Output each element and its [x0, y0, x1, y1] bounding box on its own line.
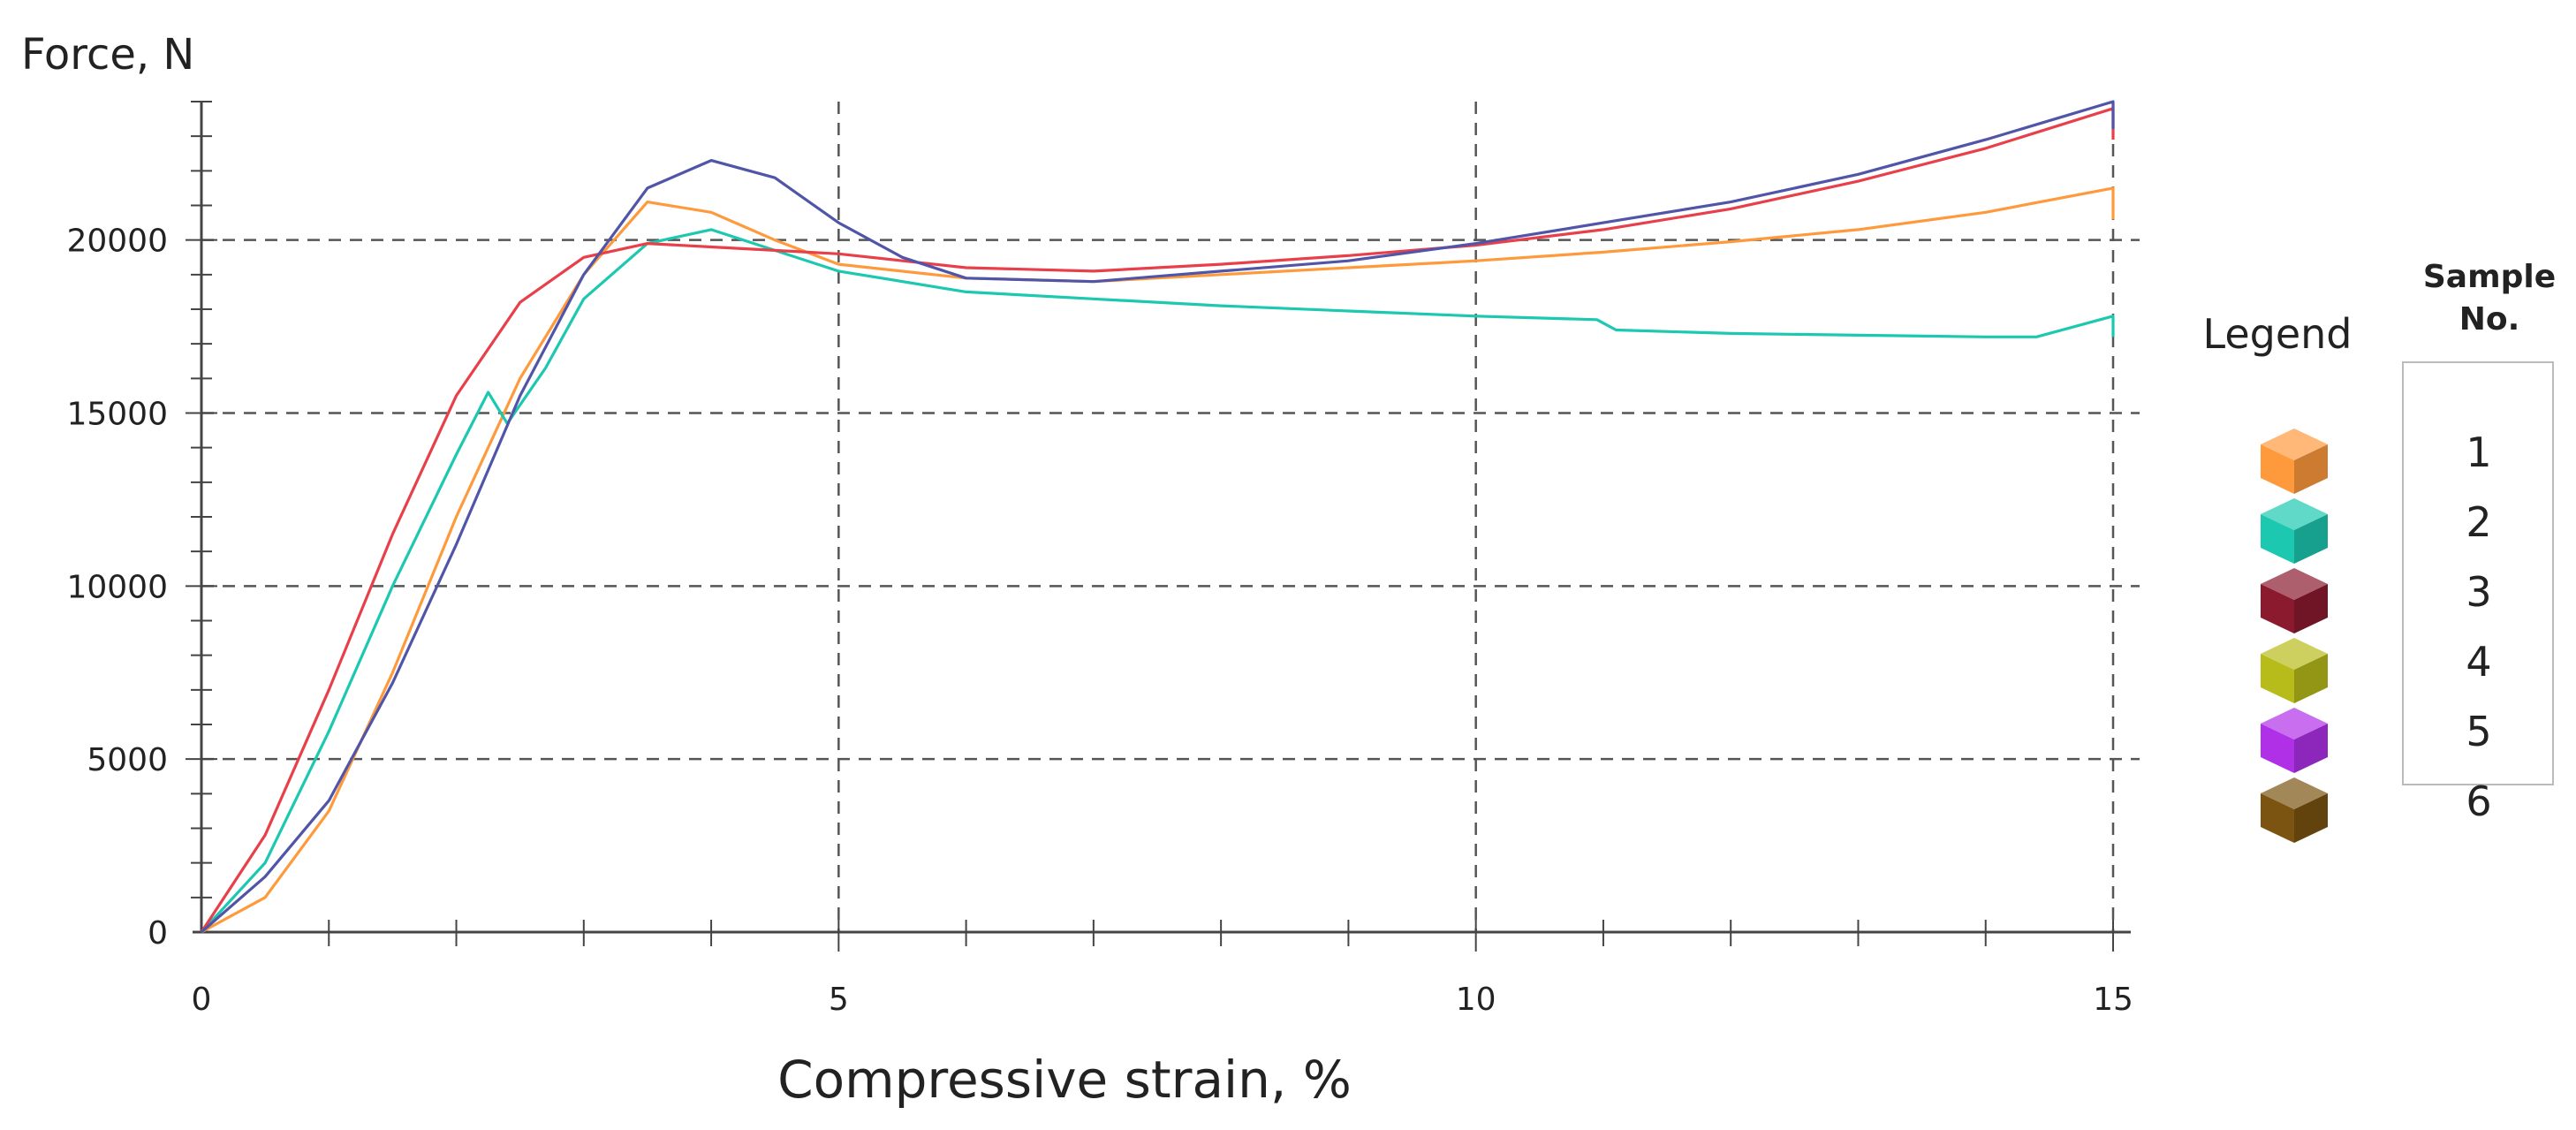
- x-tick-label-0: 0: [192, 982, 212, 1018]
- legend-entry-4: 4: [2261, 638, 2492, 703]
- y-axis-title: Force, N: [21, 30, 194, 80]
- legend: Legend Sample No. 1 2 3 4 5 6: [2203, 259, 2556, 843]
- legend-swatch-left: [2261, 514, 2294, 564]
- data-series: [200, 100, 2115, 934]
- legend-entry-5: 5: [2261, 708, 2492, 773]
- y-tick-label-15000: 15000: [66, 397, 168, 433]
- legend-column-header: Sample No.: [2423, 259, 2556, 337]
- legend-entry-1: 1: [2261, 428, 2492, 494]
- series-line-2: [200, 228, 2115, 934]
- legend-entry-3: 3: [2261, 568, 2492, 633]
- legend-swatch-left: [2261, 584, 2294, 633]
- legend-swatch-right: [2294, 793, 2328, 843]
- legend-swatch-right: [2294, 584, 2328, 633]
- series-line-3: [200, 107, 2115, 933]
- x-axis-title: Compressive strain, %: [777, 1050, 1352, 1110]
- legend-label-1: 1: [2466, 428, 2491, 476]
- legend-swatch-left: [2261, 724, 2294, 773]
- tick-labels: 0 5000 10000 15000 20000 0 5 10 15: [66, 224, 2133, 1018]
- x-tick-label-10: 10: [1456, 982, 1496, 1018]
- legend-swatch-left: [2261, 793, 2294, 843]
- y-tick-label-0: 0: [148, 915, 168, 952]
- legend-label-4: 4: [2466, 638, 2491, 686]
- legend-entry-6: 6: [2261, 777, 2492, 843]
- y-tick-label-10000: 10000: [66, 569, 168, 605]
- legend-swatch-left: [2261, 654, 2294, 703]
- series-line-4: [200, 100, 2115, 934]
- legend-label-3: 3: [2466, 568, 2491, 616]
- legend-table-border: [2402, 361, 2554, 785]
- legend-label-6: 6: [2466, 777, 2491, 825]
- x-tick-label-15: 15: [2093, 982, 2133, 1018]
- legend-entry-2: 2: [2261, 498, 2492, 564]
- legend-swatch-right: [2294, 654, 2328, 703]
- legend-label-2: 2: [2466, 498, 2491, 546]
- x-tick-label-5: 5: [829, 982, 849, 1018]
- legend-swatch-right: [2294, 444, 2328, 494]
- series-line-1: [201, 186, 2115, 934]
- legend-swatch-left: [2261, 444, 2294, 494]
- y-tick-label-5000: 5000: [87, 742, 168, 778]
- grid-lines: [201, 102, 2140, 932]
- legend-title: Legend: [2203, 310, 2352, 358]
- y-tick-label-20000: 20000: [66, 224, 168, 260]
- axes: [186, 101, 2131, 952]
- legend-label-5: 5: [2466, 708, 2491, 755]
- legend-swatch-right: [2294, 514, 2328, 564]
- legend-swatch-right: [2294, 724, 2328, 773]
